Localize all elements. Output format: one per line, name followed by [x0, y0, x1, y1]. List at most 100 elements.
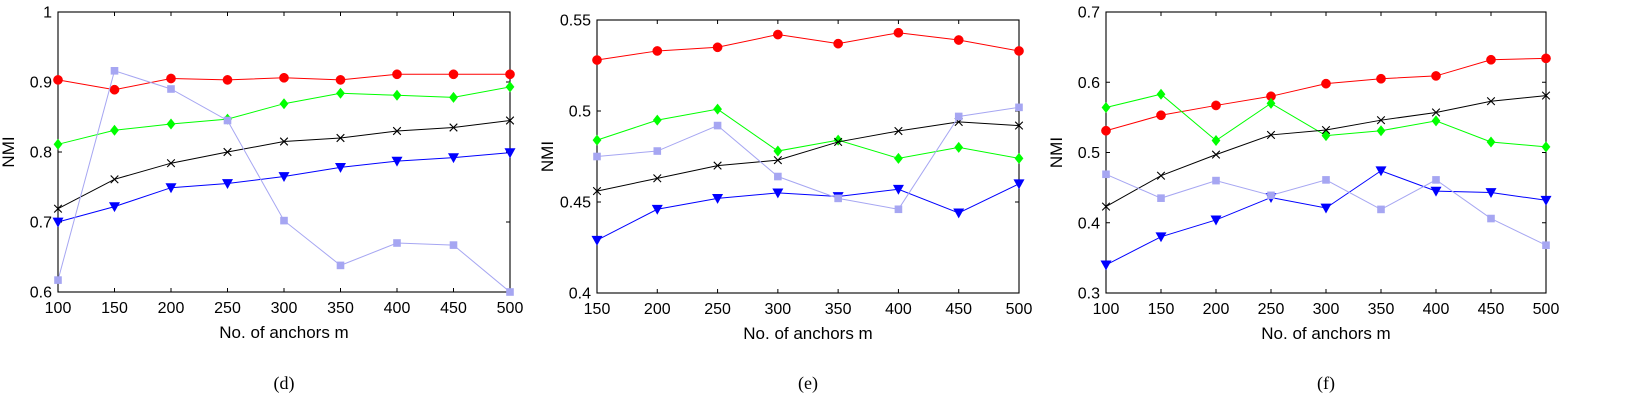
x-tick-label: 400 — [1423, 301, 1450, 318]
data-point — [166, 73, 176, 84]
data-point — [954, 112, 963, 121]
x-tick-label: 350 — [1368, 301, 1395, 318]
y-tick-label: 0.6 — [30, 285, 52, 302]
data-point — [712, 42, 723, 53]
data-point — [222, 75, 233, 85]
data-point — [833, 137, 843, 147]
y-axis: 0.6 0.7 0.8 0.9 1 — [30, 5, 510, 302]
data-point — [1486, 136, 1496, 148]
x-tick-label: 250 — [214, 300, 241, 317]
x-tick-label: 200 — [158, 300, 185, 317]
data-point — [1431, 108, 1441, 117]
data-point — [1211, 135, 1221, 147]
data-point — [53, 204, 63, 213]
data-point — [1101, 125, 1111, 136]
data-point — [53, 75, 63, 85]
data-point — [713, 103, 722, 115]
data-point — [1102, 170, 1110, 179]
data-point — [1541, 53, 1551, 64]
series-0 — [1101, 53, 1551, 136]
data-point — [1540, 195, 1552, 206]
y-axis: 0.3 0.4 0.5 0.6 0.7 — [1078, 5, 1546, 303]
plot-frame — [596, 19, 1020, 294]
series-2 — [53, 116, 515, 213]
x-tick-label: 250 — [704, 301, 731, 318]
data-point — [278, 172, 290, 182]
x-tick-label: 250 — [1258, 301, 1285, 318]
data-point — [652, 114, 662, 126]
data-point — [392, 89, 402, 101]
x-tick-label: 450 — [945, 301, 972, 318]
series-line — [1105, 57, 1547, 132]
x-tick-label: 200 — [644, 301, 671, 318]
series-line — [596, 108, 1020, 159]
series-3 — [52, 148, 516, 228]
data-point — [1431, 71, 1441, 81]
data-point — [1211, 150, 1221, 159]
data-point — [1486, 54, 1496, 65]
data-point — [279, 72, 289, 83]
series-3 — [591, 179, 1025, 246]
x-tick-label: 500 — [1006, 301, 1033, 318]
panel-caption: (d) — [274, 373, 295, 394]
x-tick-label: 150 — [101, 300, 128, 317]
x-tick-label: 450 — [1478, 301, 1505, 318]
data-point — [1015, 103, 1023, 112]
data-point — [592, 186, 602, 196]
data-point — [1266, 97, 1276, 109]
data-point — [773, 29, 783, 40]
data-point — [1322, 176, 1330, 184]
data-point — [833, 38, 843, 49]
data-point — [222, 179, 233, 189]
data-point — [892, 184, 904, 195]
data-point — [1321, 130, 1331, 142]
data-point — [505, 69, 515, 80]
data-point — [592, 55, 602, 65]
data-point — [1100, 260, 1112, 271]
x-tick-label: 500 — [1533, 301, 1560, 318]
data-point — [953, 208, 965, 219]
x-tick-label: 500 — [497, 300, 524, 317]
series-line — [596, 32, 1020, 61]
data-point — [1376, 125, 1386, 137]
data-point — [1101, 102, 1111, 114]
data-point — [1321, 125, 1331, 135]
data-point — [1156, 171, 1166, 180]
x-tick-label: 300 — [271, 300, 298, 317]
x-axis: 100 150 200 250 300 350 400 450 500 — [1093, 12, 1560, 318]
data-point — [336, 261, 345, 270]
series-0 — [592, 27, 1024, 65]
data-point — [1485, 188, 1497, 199]
y-axis-title: NMI — [1047, 137, 1066, 168]
data-point — [1210, 215, 1222, 226]
data-point — [448, 153, 459, 164]
data-point — [52, 217, 64, 228]
x-tick-label: 300 — [1313, 301, 1340, 318]
x-axis-title: No. of anchors m — [743, 324, 872, 343]
data-point — [166, 159, 176, 168]
data-point — [1156, 88, 1166, 100]
data-point — [1541, 91, 1551, 100]
series-4 — [593, 103, 1023, 214]
data-point — [1375, 166, 1387, 177]
data-point — [1014, 121, 1024, 130]
data-point — [335, 163, 346, 173]
x-tick-label: 150 — [584, 301, 611, 318]
data-point — [1376, 73, 1386, 84]
series-1 — [592, 103, 1024, 164]
series-1 — [1101, 88, 1551, 153]
data-point — [1320, 203, 1332, 214]
data-point — [110, 124, 119, 136]
data-point — [506, 288, 514, 296]
data-point — [1377, 205, 1385, 214]
y-tick-label: 0.3 — [1078, 286, 1100, 303]
data-point — [505, 81, 515, 93]
data-point — [505, 116, 515, 125]
y-tick-label: 1 — [43, 5, 52, 22]
data-point — [1376, 115, 1386, 125]
plot-frame — [57, 11, 511, 293]
data-point — [893, 27, 904, 38]
series-3 — [1100, 166, 1552, 271]
chart-panel-2: 100 150 200 250 300 350 400 450 5000.30.40.50.60… — [1047, 5, 1559, 395]
